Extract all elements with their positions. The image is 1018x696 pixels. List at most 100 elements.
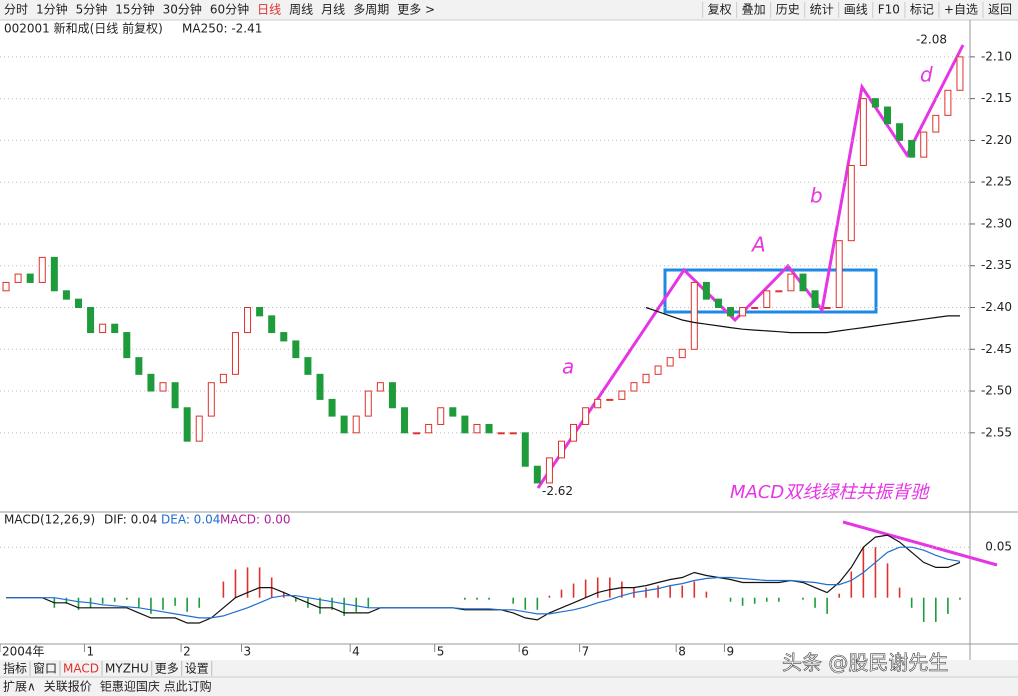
tool-button[interactable]: 统计 [810,3,834,17]
macd-bar [524,597,527,610]
tool-button[interactable]: 画线 [844,3,868,17]
candle [775,290,783,293]
candle [425,423,433,434]
macd-bar [826,597,828,614]
indicator-tab[interactable]: 更多 [155,662,179,676]
macd-bar [621,581,623,598]
macd-bar [874,547,877,598]
period-tab[interactable]: 日线 [257,3,281,17]
range-box [663,268,878,314]
indicator-tab[interactable]: 设置 [185,662,209,676]
candle [183,407,191,442]
macd-bar [596,577,599,598]
tool-button[interactable]: 叠加 [742,3,766,17]
tool-button[interactable]: 历史 [776,3,800,17]
annotation: A [750,233,766,257]
period-tab[interactable]: 更多 > [397,3,435,17]
dea-label: DEA: 0.04 [161,513,220,527]
x-tick-label: 3 [244,645,252,659]
period-tab[interactable]: 分时 [4,3,28,17]
macd-bar [838,593,841,598]
tool-button[interactable]: 标记 [910,3,934,17]
tool-button[interactable]: 复权 [708,3,732,17]
macd-bar [138,597,140,608]
annotation: a [562,355,574,379]
indicator-tab[interactable]: MACD [63,662,99,676]
period-tab[interactable]: 5分钟 [76,2,108,17]
candle [618,390,626,400]
period-tab[interactable]: 60分钟 [210,2,249,17]
macd-bar [922,597,925,622]
macd-bar [560,589,563,598]
chart-title: 002001 新和成(日线 前复权) [4,21,163,36]
tool-button[interactable]: F10 [878,3,900,17]
candle [2,281,10,292]
candle [388,382,396,409]
candle [606,398,614,401]
candle [171,382,179,409]
candle [219,373,227,384]
candle [352,415,360,434]
candle [485,423,493,434]
macd-bar [729,597,732,602]
macd-bar [814,597,816,608]
candle [678,348,686,359]
candle [557,440,565,459]
y-tick-label: -2.20 [981,133,1012,147]
candle [630,382,638,392]
macd-bar [65,597,68,604]
macd-bar [367,597,370,608]
macd-bar [282,591,285,598]
macd-bar [681,585,684,598]
dif-label: DIF: 0.04 [104,513,157,527]
x-tick-label: 5 [437,645,445,659]
period-tab[interactable]: 多周期 [353,3,389,17]
candle [594,398,602,409]
macd-bar [476,597,478,600]
macd-bar [705,591,708,598]
dea-line [6,546,961,619]
y-tick-label: -2.35 [981,258,1012,272]
indicator-tab[interactable]: MYZHU [105,662,149,676]
candle [823,307,831,310]
candle [884,106,892,125]
period-tab[interactable]: 1分钟 [36,2,68,17]
y-tick-label: -2.40 [981,300,1012,314]
tool-button[interactable]: +自选 [944,3,978,17]
macd-bar [657,585,659,598]
x-tick-label: 2004年 [2,645,45,659]
status-item[interactable]: 扩展∧ [3,680,36,694]
macd-bar [778,597,780,602]
period-tab[interactable]: 月线 [321,3,345,17]
candle [123,332,131,359]
tool-button[interactable]: 返回 [988,3,1012,17]
x-tick-label: 8 [678,645,686,659]
candle [340,415,348,434]
candle [449,407,457,417]
candle [932,114,940,133]
macd-bar [693,581,696,598]
candle [847,164,855,242]
period-tab[interactable]: 15分钟 [115,2,154,17]
candle [654,365,662,375]
macd-bar [584,579,587,598]
period-tab[interactable]: 30分钟 [163,2,202,17]
period-tab[interactable]: 周线 [289,3,313,17]
bottom-bar [0,660,1018,696]
candle [751,307,759,310]
macd-bar [898,587,901,598]
candle [461,415,469,434]
candle [401,407,409,434]
indicator-tab[interactable]: 指标 [3,661,27,676]
macd-bar [246,567,249,598]
candle [545,457,553,484]
candle [195,415,203,442]
macd-bar [548,595,551,598]
annotation: b [810,184,823,208]
candle [473,423,481,434]
status-item[interactable]: 钜惠迎国庆 点此订购 [100,679,212,694]
status-item[interactable]: 关联报价 [44,679,92,694]
candle [328,398,336,417]
candle [99,323,107,334]
indicator-tab[interactable]: 窗口 [33,662,57,676]
